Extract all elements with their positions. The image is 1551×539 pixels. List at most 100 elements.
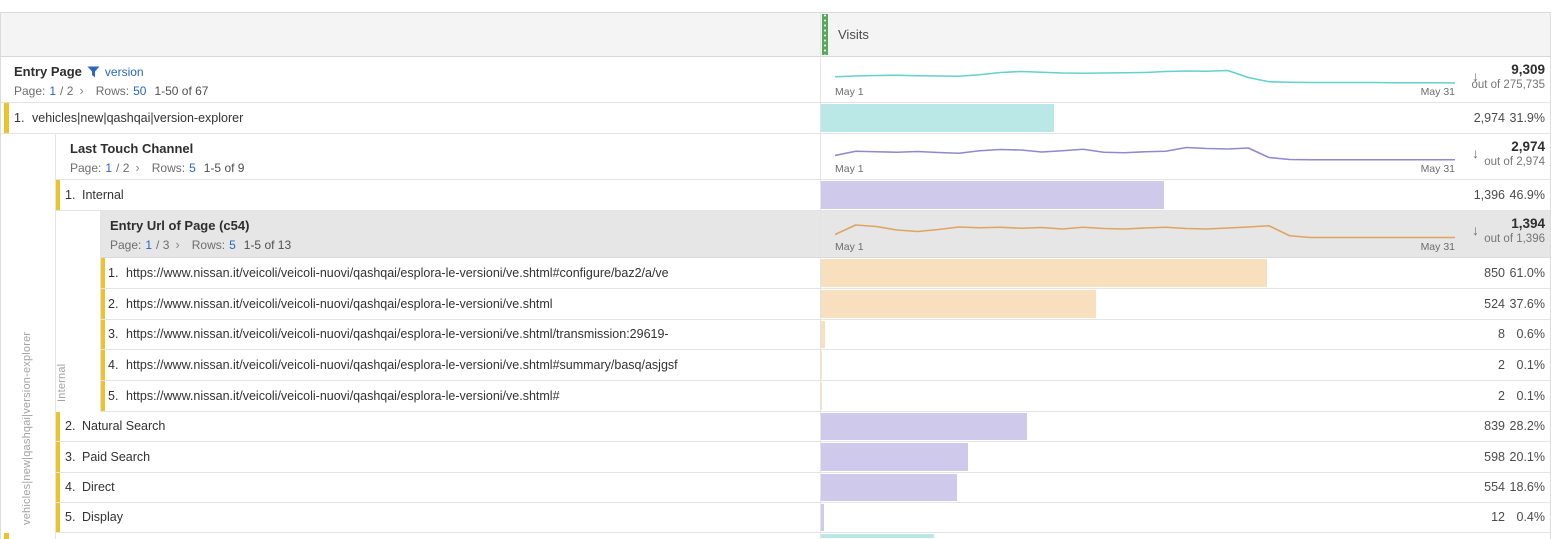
filter-icon[interactable] <box>87 66 100 78</box>
visits-bar <box>821 504 824 531</box>
row-label[interactable]: Natural Search <box>82 419 166 433</box>
sort-descending-icon[interactable]: ↓ <box>1472 145 1479 161</box>
table-row-channel[interactable]: 3. Paid Search 598 20.1% <box>55 442 1551 473</box>
sparkline-end-date: May 31 <box>1420 86 1455 98</box>
row-label[interactable]: https://www.nissan.it/veicoli/veicoli-nu… <box>126 389 560 403</box>
visits-sparkline <box>835 140 1455 165</box>
visits-value: 554 <box>1484 480 1505 494</box>
visits-percent: 37.6% <box>1509 297 1545 311</box>
rows-label: Rows: <box>151 160 186 175</box>
visits-value: 839 <box>1484 419 1505 433</box>
rows-range: 1-5 of 13 <box>243 237 292 252</box>
table-row-url[interactable]: 4. https://www.nissan.it/veicoli/veicoli… <box>100 350 1551 381</box>
table-row-partial[interactable] <box>0 533 1551 539</box>
visits-value: 2 <box>1498 389 1505 403</box>
row-marker <box>100 289 105 319</box>
row-marker <box>4 533 9 539</box>
visits-bar <box>821 534 935 538</box>
visits-cell: 850 61.0% <box>820 258 1551 288</box>
row-label[interactable]: https://www.nissan.it/veicoli/veicoli-nu… <box>126 327 669 341</box>
table-row-channel[interactable]: 2. Natural Search 839 28.2% <box>55 412 1551 442</box>
table-row-channel[interactable]: 4. Direct 554 18.6% <box>55 473 1551 503</box>
total-value: 1,394 <box>1511 216 1545 231</box>
column-drag-handle-icon[interactable] <box>822 14 828 55</box>
column-total: 2,974 out of 2,974 <box>1484 139 1545 168</box>
visits-value: 8 <box>1498 327 1505 341</box>
row-marker <box>55 412 60 441</box>
next-page-icon[interactable]: › <box>135 160 140 175</box>
rows-count-link[interactable]: 50 <box>133 83 147 98</box>
page-number-link[interactable]: 1 <box>145 237 153 252</box>
row-label[interactable]: Direct <box>82 480 115 494</box>
visits-percent: 18.6% <box>1509 480 1545 494</box>
dimension-title: Entry Url of Page (c54) <box>110 218 250 233</box>
sparkline-end-date: May 31 <box>1420 241 1455 253</box>
table-row-channel[interactable]: 5. Display 12 0.4% <box>55 503 1551 533</box>
visits-cell: 598 20.1% <box>820 442 1551 472</box>
row-index: 1. <box>65 188 76 202</box>
row-label[interactable]: vehicles|new|qashqai|version-explorer <box>32 111 244 125</box>
next-page-icon[interactable]: › <box>79 83 84 98</box>
column-total: 1,394 out of 1,396 <box>1484 216 1545 245</box>
visits-bar <box>821 181 1164 209</box>
row-label[interactable]: Display <box>82 510 123 524</box>
row-label[interactable]: Paid Search <box>82 450 151 464</box>
rail-label-entry-page: vehicles|new|qashqai|version-explorer <box>21 331 33 525</box>
rows-count-link[interactable]: 5 <box>189 160 196 175</box>
page-label: Page: <box>14 83 46 98</box>
visits-value: 1,396 <box>1473 188 1505 202</box>
visits-cell: 524 37.6% <box>820 289 1551 319</box>
sort-descending-icon[interactable]: ↓ <box>1472 68 1479 84</box>
row-index: 3. <box>65 450 76 464</box>
row-index: 2. <box>65 419 76 433</box>
visits-percent: 0.4% <box>1516 510 1546 524</box>
table-row-url[interactable]: 5. https://www.nissan.it/veicoli/veicoli… <box>100 381 1551 412</box>
total-value: 9,309 <box>1511 62 1545 77</box>
visits-sparkline <box>835 63 1455 88</box>
row-marker <box>100 320 105 349</box>
row-index: 4. <box>108 358 119 372</box>
row-marker <box>55 503 60 532</box>
page-number-link[interactable]: 1 <box>105 160 113 175</box>
last-touch-channel-breakdown-header: Last Touch Channel Page: 1 / 2 › Rows: 5… <box>55 134 1551 180</box>
row-marker <box>4 103 9 133</box>
visits-percent: 61.0% <box>1509 266 1545 280</box>
visits-bar <box>821 290 1096 318</box>
visits-percent: 31.9% <box>1509 111 1545 125</box>
total-out-of: out of 275,735 <box>1471 79 1545 91</box>
visits-percent: 46.9% <box>1509 188 1545 202</box>
table-row-url[interactable]: 3. https://www.nissan.it/veicoli/veicoli… <box>100 320 1551 350</box>
filter-segment-link[interactable]: version <box>104 64 144 79</box>
table-row-url[interactable]: 2. https://www.nissan.it/veicoli/veicoli… <box>100 289 1551 320</box>
table-row-entry-page[interactable]: 1. vehicles|new|qashqai|version-explorer… <box>0 103 1551 134</box>
row-marker <box>55 180 60 210</box>
visits-bar <box>821 321 826 348</box>
next-page-icon[interactable]: › <box>175 237 180 252</box>
visits-percent: 0.1% <box>1516 389 1546 403</box>
page-number-link[interactable]: 1 <box>49 83 57 98</box>
row-label[interactable]: https://www.nissan.it/veicoli/veicoli-nu… <box>126 297 553 311</box>
sort-descending-icon[interactable]: ↓ <box>1472 222 1479 238</box>
row-label[interactable]: Internal <box>82 188 124 202</box>
visits-column-header[interactable]: Visits <box>0 12 1551 57</box>
row-index: 3. <box>108 327 119 341</box>
entry-page-breakdown-header: Entry Page version Page: 1 / 2 › Rows: 5… <box>0 57 1551 103</box>
visits-percent: 20.1% <box>1509 450 1545 464</box>
row-label[interactable]: https://www.nissan.it/veicoli/veicoli-nu… <box>126 358 678 372</box>
visits-value: 524 <box>1484 297 1505 311</box>
pagination-controls: Page: 1 / 3 › Rows: 5 1-5 of 13 <box>110 237 291 252</box>
total-out-of: out of 2,974 <box>1484 156 1545 168</box>
visits-bar <box>821 259 1267 287</box>
table-row-channel[interactable]: 1. Internal 1,396 46.9% <box>55 180 1551 211</box>
row-marker <box>55 442 60 472</box>
visits-value: 2 <box>1498 358 1505 372</box>
row-label[interactable]: https://www.nissan.it/veicoli/veicoli-nu… <box>126 266 669 280</box>
visits-column-label: Visits <box>838 27 869 42</box>
visits-bar <box>821 474 957 501</box>
dimension-title: Entry Page <box>14 64 82 79</box>
rows-count-link[interactable]: 5 <box>229 237 236 252</box>
table-row-url[interactable]: 1. https://www.nissan.it/veicoli/veicoli… <box>100 258 1551 289</box>
visits-value: 12 <box>1491 510 1505 524</box>
visits-sparkline <box>835 217 1455 242</box>
rows-label: Rows: <box>191 237 226 252</box>
